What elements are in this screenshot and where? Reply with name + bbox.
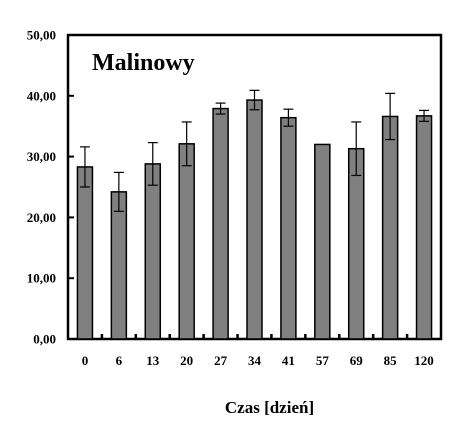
y-tick-label: 20,00 <box>27 210 56 225</box>
bar <box>314 143 331 340</box>
bar <box>246 99 263 340</box>
bar <box>212 107 229 340</box>
x-tick-label: 13 <box>146 353 160 368</box>
x-axis-title: Czas [dzień] <box>225 398 314 417</box>
x-tick-label: 85 <box>384 353 398 368</box>
y-tick-label: 0,00 <box>33 332 56 347</box>
x-tick-label: 34 <box>248 353 262 368</box>
y-axis: 0,00 10,00 20,00 30,00 40,00 50,00 <box>27 28 74 347</box>
bar <box>381 115 399 340</box>
x-tick-label: 6 <box>116 353 123 368</box>
x-tick-label: 41 <box>282 353 295 368</box>
chart-title: Malinowy <box>92 50 195 76</box>
x-tick-label: 120 <box>414 353 434 368</box>
y-tick-label: 30,00 <box>27 149 56 164</box>
y-tick-label: 40,00 <box>27 88 56 103</box>
x-tick-label: 69 <box>350 353 364 368</box>
x-tick-label: 20 <box>180 353 193 368</box>
bar <box>415 115 433 340</box>
bar <box>144 163 162 340</box>
error-bars-layer <box>79 89 430 212</box>
bar <box>110 191 128 340</box>
bar <box>280 116 297 340</box>
bar <box>178 143 195 340</box>
x-tick-label: 57 <box>316 353 330 368</box>
y-tick-label: 50,00 <box>27 28 56 43</box>
x-tick-label: 0 <box>82 353 89 368</box>
bars-layer <box>76 99 433 340</box>
y-tick-label: 10,00 <box>27 271 56 286</box>
bar <box>76 166 94 340</box>
bar <box>347 147 365 340</box>
x-axis: 0 6 13 20 27 34 41 57 69 85 120 <box>82 334 434 368</box>
x-tick-label: 27 <box>214 353 228 368</box>
